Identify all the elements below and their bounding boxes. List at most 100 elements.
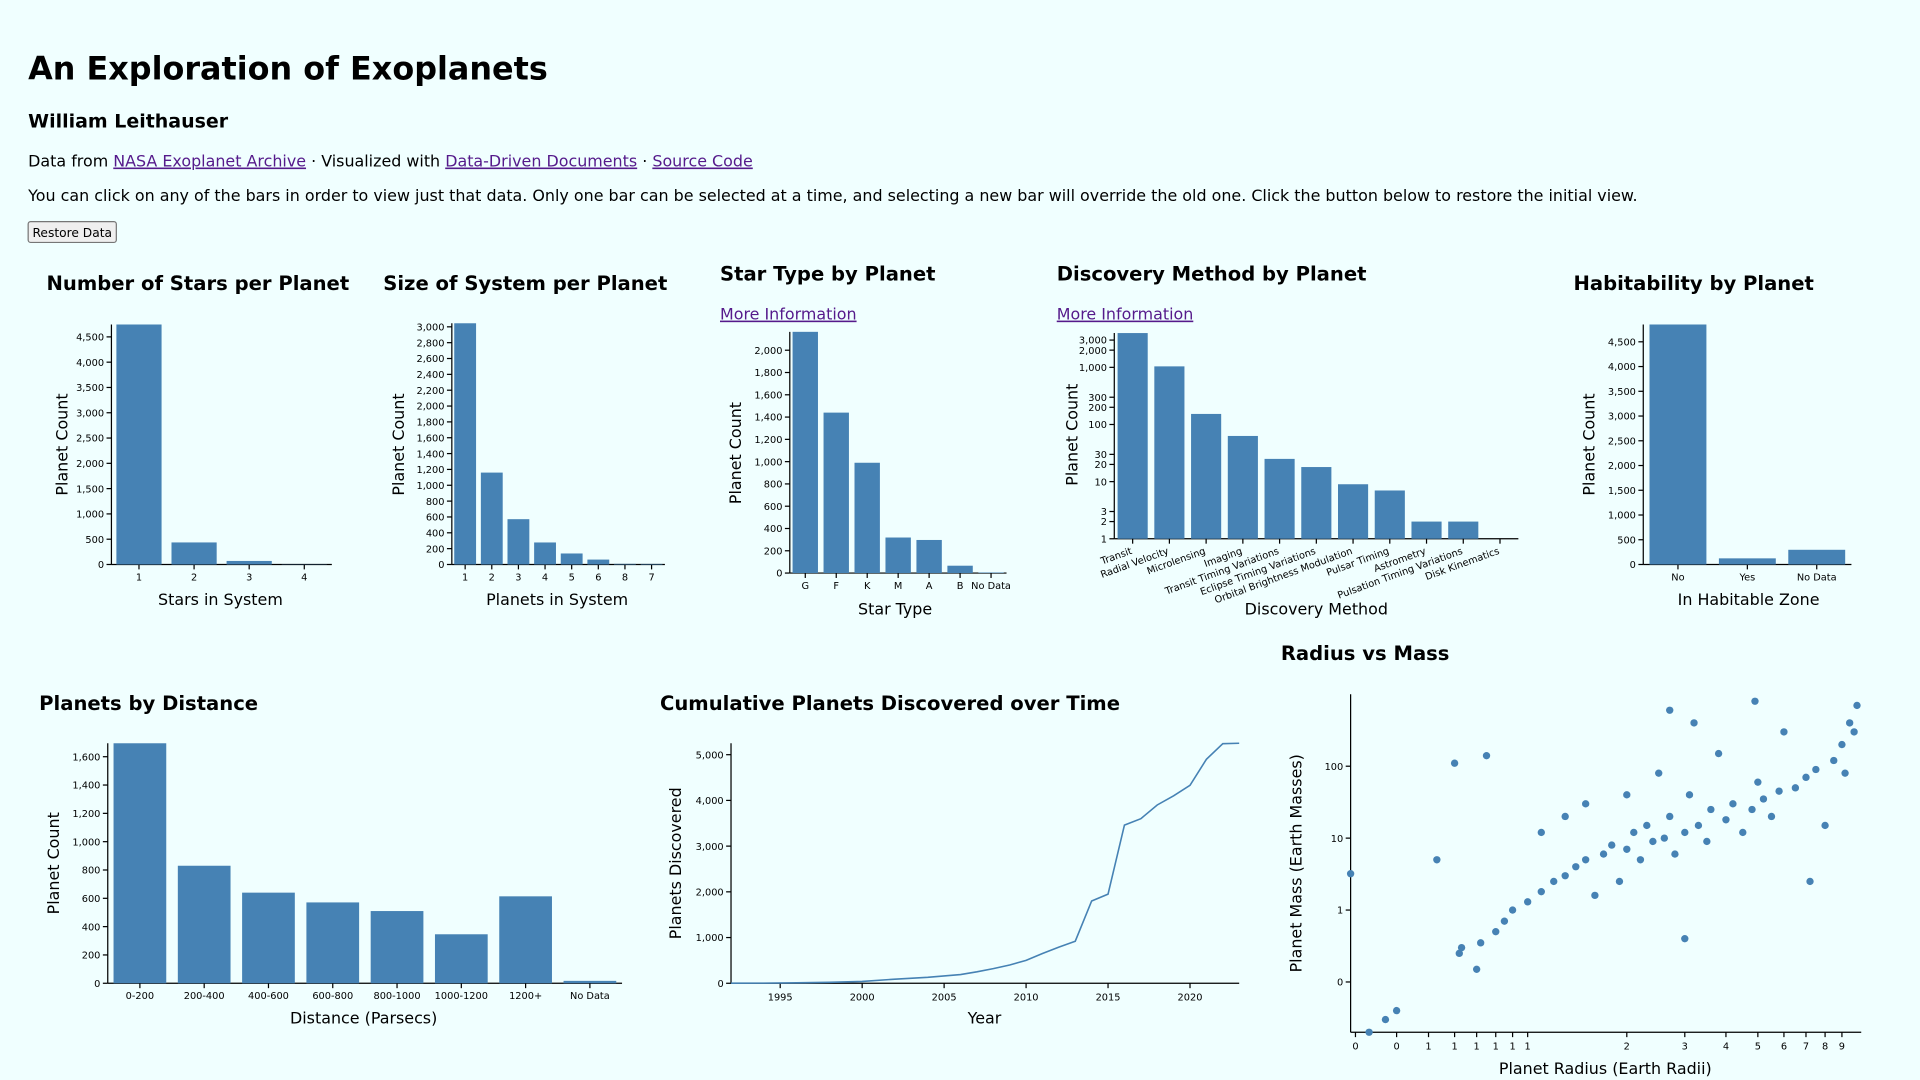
point [1729,800,1737,808]
y-tick-label: 1,600 [72,752,100,763]
bar[interactable] [1788,549,1846,565]
bar[interactable] [171,542,217,565]
y-axis-label: Planet Count [1579,393,1598,495]
bar[interactable] [1264,458,1295,539]
bar[interactable] [587,559,610,565]
bar[interactable] [560,553,583,565]
y-tick-label: 1,500 [76,484,104,495]
x-tick-label: No Data [1797,572,1837,583]
point [1821,821,1829,830]
x-tick-label: 1 [1425,1041,1431,1052]
y-tick-label: 1,000 [754,457,782,468]
bar[interactable] [1374,490,1405,539]
bar[interactable] [885,537,911,574]
x-tick-label: 6 [595,572,601,583]
bar[interactable] [177,865,231,984]
y-tick-label: 1,000 [416,481,444,492]
bar[interactable] [1191,413,1222,539]
bar[interactable] [1154,366,1185,539]
bar[interactable] [916,539,942,574]
bar[interactable] [947,565,973,574]
x-tick-label: 2 [489,572,495,583]
bar[interactable] [1448,521,1479,539]
y-tick-label: 2,800 [416,338,444,349]
point [1666,706,1674,714]
x-tick-label: 4 [542,572,548,583]
button-box[interactable] [27,221,117,244]
bar[interactable] [823,412,849,574]
point [1754,778,1762,786]
y-tick-label: 200 [764,546,783,557]
bar[interactable] [1718,558,1776,565]
bar[interactable] [434,934,488,984]
bar[interactable] [480,472,503,565]
point [1472,965,1481,973]
bar[interactable] [113,743,167,984]
point [1630,828,1638,837]
bar[interactable] [1649,324,1707,565]
y-tick-label: 4,000 [696,796,724,807]
bar[interactable] [499,896,552,984]
y-tick-label: 3,000 [416,323,444,334]
x-tick-label: 0 [1393,1041,1399,1052]
y-axis-label: Planets Discovered [666,787,685,939]
point [1660,834,1669,842]
x-tick-label: A [926,581,933,592]
point [1671,850,1679,858]
x-tick-label: 400-600 [248,991,289,1002]
bar[interactable] [978,572,1004,574]
y-tick-label: 20 [1094,460,1106,471]
x-tick-label: 0-200 [126,991,154,1002]
y-tick-label: 1,200 [72,809,100,820]
point [1381,1015,1390,1024]
y-tick-label: 2,000 [696,888,724,899]
y-tick-label: 3,000 [1079,336,1107,347]
bar[interactable] [370,911,424,984]
x-axis-label: Star Type [858,600,932,619]
bar[interactable] [507,519,530,565]
bar[interactable] [534,542,556,565]
point [1853,701,1861,710]
bar[interactable] [854,462,880,574]
link[interactable]: More Information [720,305,857,324]
bar[interactable] [614,563,636,565]
bar[interactable] [242,892,295,984]
link[interactable]: NASA Exoplanet Archive [113,152,306,171]
link[interactable]: Data-Driven Documents [445,152,637,171]
bar[interactable] [1117,333,1148,539]
y-tick-label: 0 [98,560,104,571]
point [1812,765,1820,774]
x-tick-label: M [894,581,902,592]
bar[interactable] [116,324,162,565]
button[interactable]: Restore Data [27,221,117,244]
y-tick-label: 1,800 [416,418,444,429]
point [1751,697,1759,705]
bar[interactable] [1338,484,1369,539]
link[interactable]: More Information [1057,305,1194,324]
x-tick-label: 1 [462,572,468,583]
point [1492,928,1500,936]
x-tick-label: 2010 [1014,992,1039,1003]
credit-text: · Visualized with [306,152,445,171]
point [1841,769,1849,777]
point [1392,1006,1401,1015]
x-tick-label: B [957,581,964,592]
x-axis-label: Discovery Method [1245,600,1388,619]
chart-title: Habitability by Planet [1573,272,1813,295]
bar[interactable] [454,323,477,565]
x-tick-label: 9 [1839,1041,1845,1052]
bar[interactable] [226,560,272,565]
bar[interactable] [640,563,663,565]
bar[interactable] [563,980,617,984]
button-label[interactable]: Restore Data [32,226,112,240]
bar[interactable] [1227,435,1258,539]
x-tick-label: No [1671,572,1684,583]
x-tick-label: 1 [1509,1041,1515,1052]
bar[interactable] [792,331,818,574]
bar[interactable] [306,902,360,984]
bar[interactable] [1411,521,1442,539]
bar[interactable] [1301,467,1332,539]
y-tick-label: 0 [438,560,444,571]
link[interactable]: Source Code [652,152,752,171]
